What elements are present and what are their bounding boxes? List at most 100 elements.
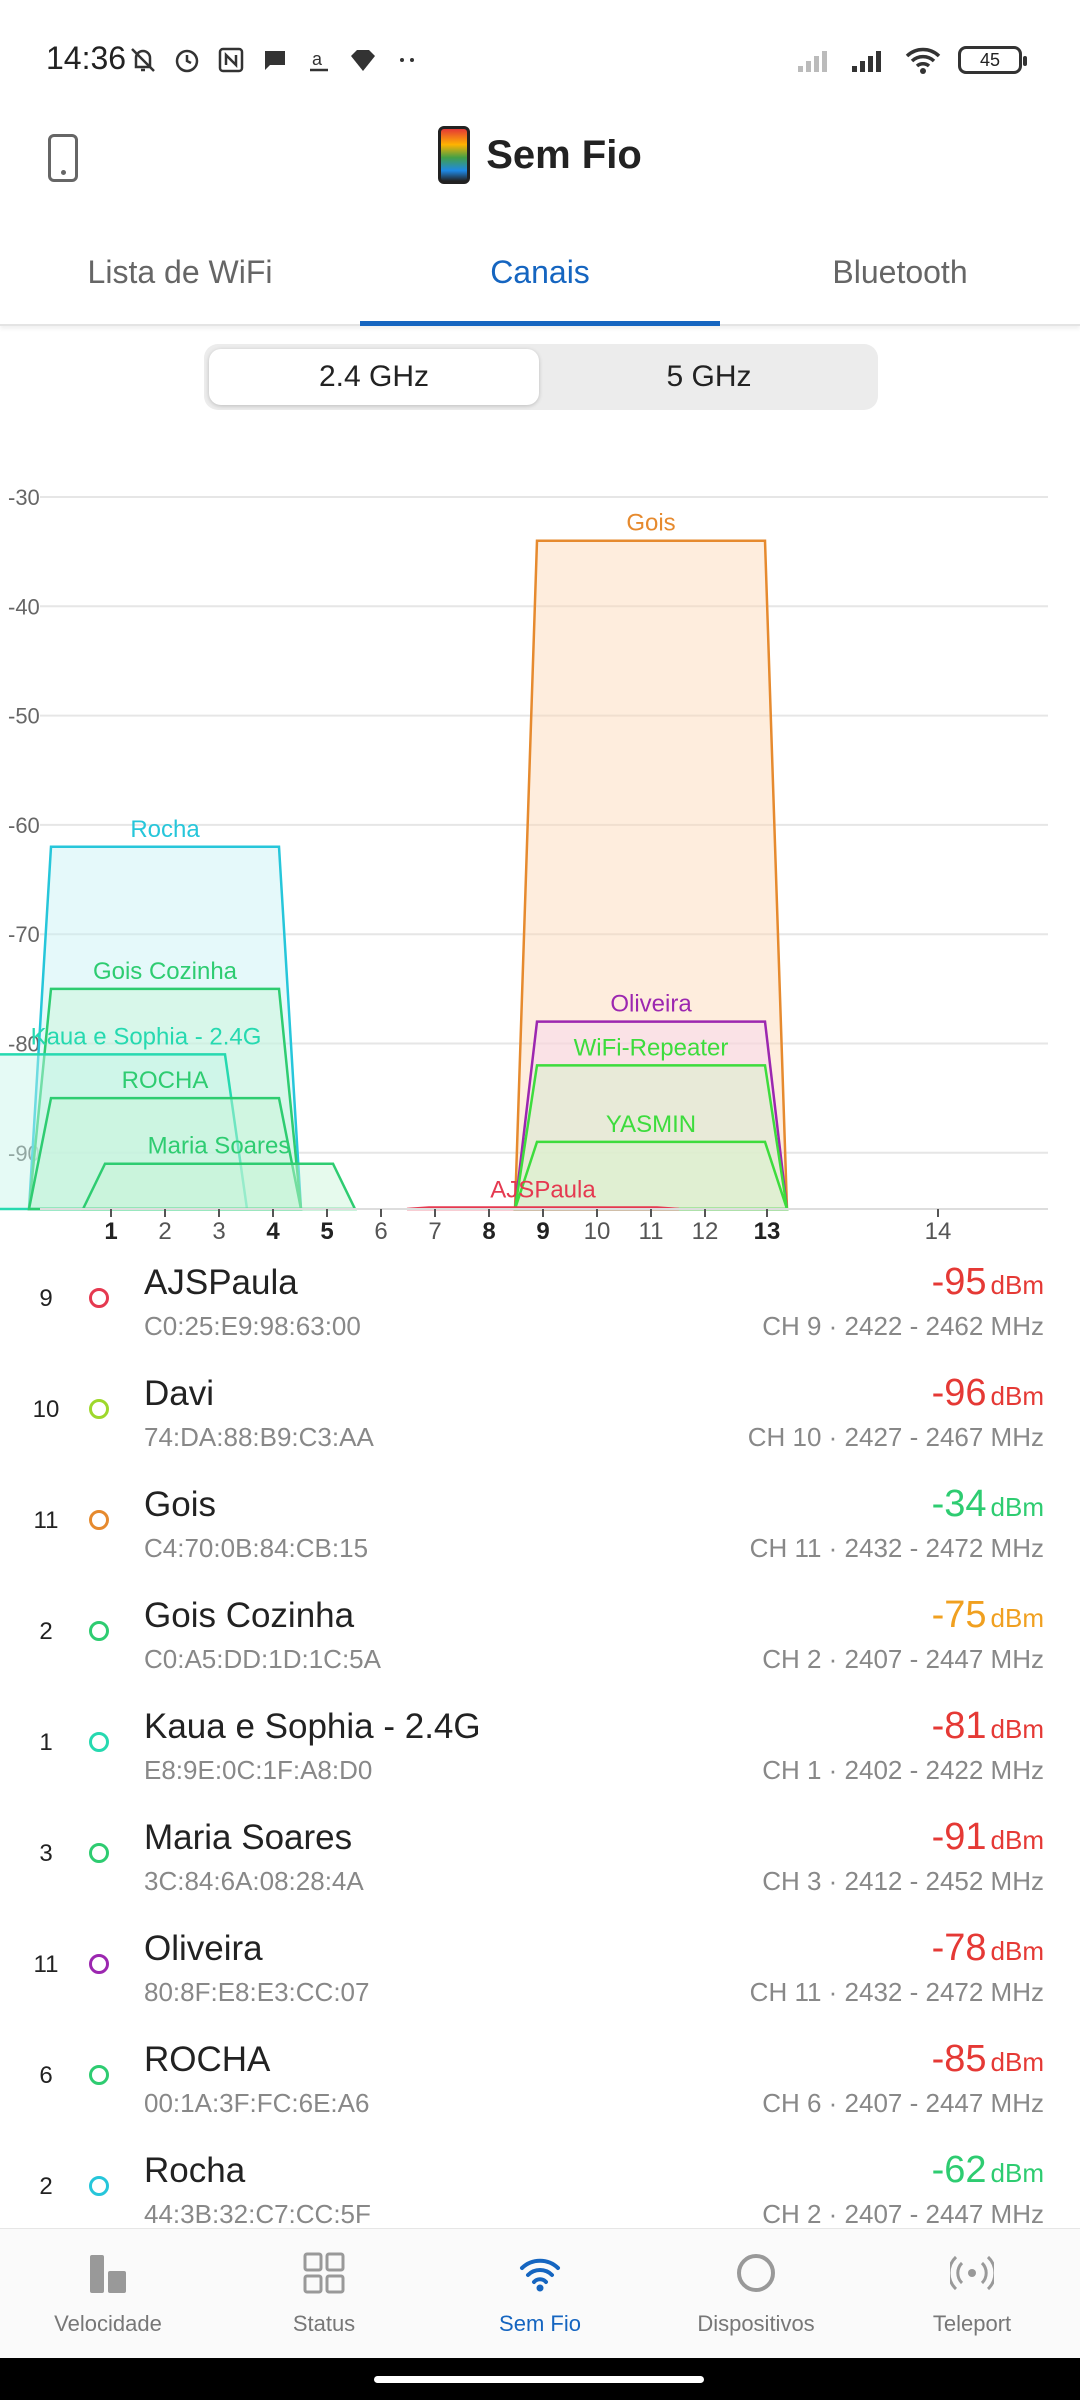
network-row[interactable]: 11 Oliveira 80:8F:E8:E3:CC:07 -78 dBm CH 11 ·… [0,1921,1080,2032]
network-row[interactable]: 6 ROCHA 00:1A:3F:FC:6E:A6 -85 dBm CH 6 · 2407… [0,2032,1080,2143]
network-color-icon [89,1510,109,1530]
notification-icons: a [128,40,422,80]
network-signal: -75 dBm [932,1594,1044,1637]
network-row[interactable]: 2 Rocha 44:3B:32:C7:CC:5F -62 dBm CH 2 · 2407… [0,2143,1080,2230]
network-signal: -85 dBm [932,2038,1044,2081]
nav-sem-fio[interactable]: Sem Fio [432,2229,648,2359]
series-label: Gois Cozinha [93,958,238,985]
signal-value: -96 [931,1372,987,1414]
network-row[interactable]: 2 Gois Cozinha C0:A5:DD:1D:1C:5A -75 dBm CH 2… [0,1588,1080,1699]
tab-canais[interactable]: Canais [360,230,720,326]
series-label: AJSPaula [490,1176,596,1203]
nav-status[interactable]: Status [216,2229,432,2359]
network-row[interactable]: 10 Davi 74:DA:88:B9:C3:AA -96 dBm CH 10 · 242… [0,1366,1080,1477]
x-tick-label: 9 [536,1218,549,1245]
x-tick-label: 8 [482,1218,495,1245]
network-color-icon [89,2176,109,2196]
signal-value: -81 [931,1705,987,1747]
band-option-24ghz[interactable]: 2.4 GHz [209,349,539,405]
y-tick-label: -60 [8,813,40,838]
nav-label: Dispositivos [697,2311,815,2336]
signal-unit: dBm [990,2158,1044,2188]
network-name: Oliveira [144,1929,263,1968]
signal-unit: dBm [990,1936,1044,1966]
network-name: Gois [144,1485,216,1524]
signal-icon [852,51,881,72]
network-signal: -78 dBm [932,1927,1044,1970]
network-channel: 11 [33,1507,59,1534]
signal-value: -78 [931,1927,987,1969]
network-name: Rocha [144,2151,246,2190]
network-frequency: CH 9 · 2422 - 2462 MHz [762,1311,1044,1341]
signal-unit: dBm [990,1381,1044,1411]
x-tick-label: 6 [374,1218,387,1245]
svg-text:a: a [312,49,323,69]
signal-unit: dBm [990,1270,1044,1300]
series-label: Oliveira [610,991,692,1018]
tab-lista-de-wifi[interactable]: Lista de WiFi [87,254,273,290]
y-tick-label: -30 [8,485,40,510]
network-frequency: CH 10 · 2427 - 2467 MHz [747,1422,1044,1452]
bar-chart-icon [90,2255,126,2293]
network-channel: 11 [33,1951,59,1978]
band-option-5ghz[interactable]: 5 GHz [666,360,752,393]
nav-label: Sem Fio [499,2311,581,2336]
signal-value: -85 [931,2038,987,2080]
network-frequency: CH 11 · 2432 - 2472 MHz [749,1533,1044,1563]
network-mac: 00:1A:3F:FC:6E:A6 [144,2088,370,2118]
nav-velocidade[interactable]: Velocidade [0,2229,216,2359]
device-icon[interactable] [48,134,78,182]
network-channel: 3 [39,1840,53,1867]
network-frequency: CH 3 · 2412 - 2452 MHz [762,1866,1044,1896]
x-tick-label: 10 [584,1218,611,1245]
signal-value: -34 [931,1483,987,1525]
network-row[interactable]: 9 AJSPaula C0:25:E9:98:63:00 -95 dBm CH 9 · 2… [0,1255,1080,1366]
channel-chart: -30 -40 -50 -60 -70 -80 -90 Gois Rocha Gois Cozin… [0,470,1080,1260]
network-name: AJSPaula [144,1263,298,1302]
network-row[interactable]: 11 Gois C4:70:0B:84:CB:15 -34 dBm CH 11 · 243… [0,1477,1080,1588]
network-color-icon [89,1732,109,1752]
series-label: WiFi-Repeater [574,1034,729,1061]
network-channel: 1 [39,1729,53,1756]
diamond-icon [351,50,375,71]
band-selector: 2.4 GHz 5 GHz [204,344,878,410]
x-tick-label: 7 [428,1218,441,1245]
network-signal: -95 dBm [932,1261,1044,1304]
more-icon [400,58,414,62]
signal-weak-icon [798,51,827,72]
circle-icon [737,2254,775,2292]
network-signal: -96 dBm [932,1372,1044,1415]
y-tick-label: -80 [8,1032,40,1057]
x-tick-label: 11 [639,1218,664,1245]
network-name: Maria Soares [144,1818,353,1857]
x-tick-label: 14 [925,1218,952,1245]
nav-dispositivos[interactable]: Dispositivos [648,2229,864,2359]
network-name: Gois Cozinha [144,1596,355,1635]
bottom-nav: Velocidade Status Sem Fio Dispositivos T… [0,2228,1080,2358]
signal-value: -95 [931,1261,987,1303]
network-channel: 2 [39,2173,53,2200]
x-tick-label: 13 [754,1218,781,1245]
network-row[interactable]: 1 Kaua e Sophia - 2.4G E8:9E:0C:1F:A8:D0 -8… [0,1699,1080,1810]
network-signal: -62 dBm [932,2149,1044,2192]
tab-bluetooth[interactable]: Bluetooth [832,254,968,290]
home-indicator[interactable] [374,2376,704,2383]
bell-off-icon [131,48,155,72]
network-mac: C4:70:0B:84:CB:15 [144,1533,369,1563]
nav-teleport[interactable]: Teleport [864,2229,1080,2359]
gesture-area [0,2358,1080,2400]
teleport-icon [950,2255,994,2291]
signal-unit: dBm [990,1825,1044,1855]
y-tick-label: -50 [8,704,40,729]
signal-unit: dBm [990,1714,1044,1744]
signal-unit: dBm [990,2047,1044,2077]
network-signal: -81 dBm [932,1705,1044,1748]
grid-icon [303,2252,345,2294]
series-label: Kaua e Sophia - 2.4G [31,1023,262,1050]
network-row[interactable]: 3 Maria Soares 3C:84:6A:08:28:4A -91 dBm CH 3… [0,1810,1080,1921]
network-frequency: CH 2 · 2407 - 2447 MHz [762,1644,1044,1674]
page-title: Sem Fio [486,132,642,177]
wifi-icon [520,2258,560,2292]
y-tick-label: -70 [8,922,40,947]
